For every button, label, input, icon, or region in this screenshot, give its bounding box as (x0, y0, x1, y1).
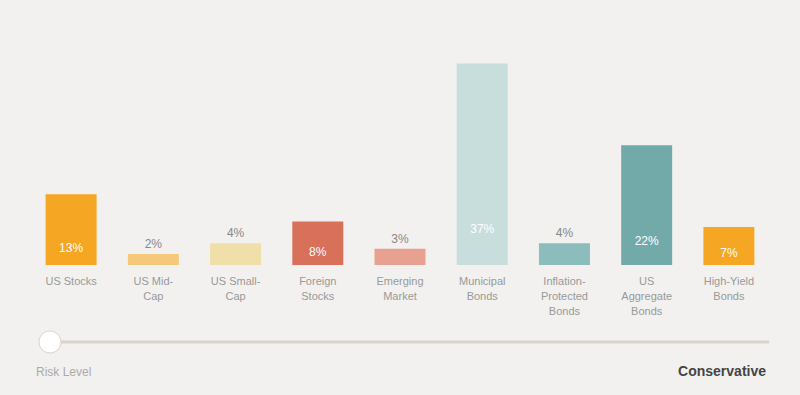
svg-text:Risk Level: Risk Level (36, 365, 91, 379)
svg-text:Bonds: Bonds (713, 290, 745, 302)
svg-text:Cap: Cap (225, 290, 245, 302)
svg-text:Bonds: Bonds (631, 305, 663, 317)
svg-text:4%: 4% (227, 226, 245, 240)
svg-text:US Stocks: US Stocks (45, 275, 97, 287)
svg-text:US Small-: US Small- (211, 275, 261, 287)
svg-text:22%: 22% (635, 234, 659, 248)
svg-text:Market: Market (383, 290, 417, 302)
svg-text:Municipal: Municipal (459, 275, 505, 287)
svg-text:High-Yield: High-Yield (704, 275, 754, 287)
svg-text:Conservative: Conservative (678, 363, 766, 379)
svg-text:Stocks: Stocks (301, 290, 335, 302)
svg-text:Aggregate: Aggregate (621, 290, 672, 302)
svg-text:US: US (639, 275, 654, 287)
svg-text:Bonds: Bonds (549, 305, 581, 317)
svg-text:Inflation-: Inflation- (543, 275, 586, 287)
svg-text:Emerging: Emerging (376, 275, 423, 287)
svg-text:US Mid-: US Mid- (133, 275, 173, 287)
svg-text:8%: 8% (309, 245, 327, 259)
svg-text:Bonds: Bonds (467, 290, 499, 302)
svg-text:Foreign: Foreign (299, 275, 336, 287)
svg-text:2%: 2% (145, 237, 163, 251)
svg-text:Cap: Cap (143, 290, 163, 302)
svg-text:7%: 7% (720, 246, 738, 260)
svg-text:13%: 13% (59, 241, 83, 255)
svg-text:3%: 3% (391, 232, 409, 246)
svg-text:37%: 37% (470, 222, 494, 236)
svg-text:Protected: Protected (541, 290, 588, 302)
svg-text:4%: 4% (556, 226, 574, 240)
